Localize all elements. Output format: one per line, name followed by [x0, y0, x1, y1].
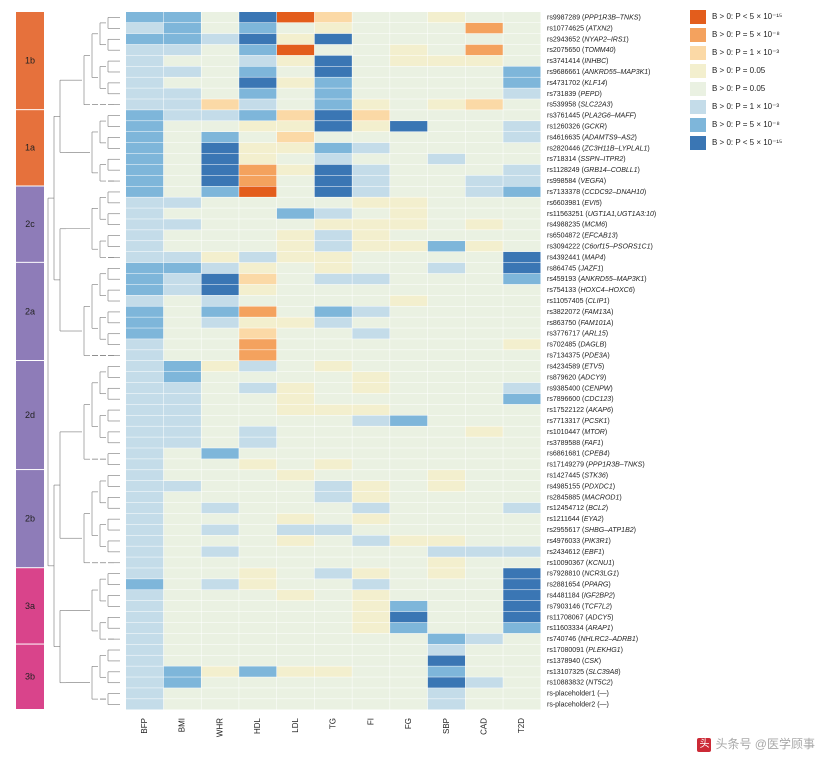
svg-text:1b: 1b: [25, 55, 35, 65]
svg-text:2c: 2c: [25, 219, 35, 229]
svg-text:rs4731702 (KLF14): rs4731702 (KLF14): [547, 80, 607, 87]
svg-text:rs9686661 (ANKRD55–MAP3K1): rs9686661 (ANKRD55–MAP3K1): [547, 69, 651, 76]
svg-text:SBP: SBP: [442, 718, 451, 734]
svg-text:rs3741414 (INHBC): rs3741414 (INHBC): [547, 58, 608, 65]
svg-text:rs17080091 (PLEKHG1): rs17080091 (PLEKHG1): [547, 647, 623, 654]
svg-text:B > 0: P < 5 × 10⁻¹⁵: B > 0: P < 5 × 10⁻¹⁵: [712, 12, 782, 21]
svg-text:rs7134375 (PDE3A): rs7134375 (PDE3A): [547, 352, 610, 359]
svg-text:rs1010447 (MTOR): rs1010447 (MTOR): [547, 429, 607, 436]
svg-text:TG: TG: [329, 718, 338, 729]
svg-text:B > 0: P = 5 × 10⁻⁸: B > 0: P = 5 × 10⁻⁸: [712, 30, 780, 39]
svg-text:rs4976033 (PIK3R1): rs4976033 (PIK3R1): [547, 538, 611, 545]
svg-text:LDL: LDL: [291, 717, 300, 732]
svg-text:2a: 2a: [25, 306, 35, 316]
svg-text:rs731839 (PEPD): rs731839 (PEPD): [547, 91, 602, 98]
svg-text:rs17149279 (PPP1R3B–TNKS): rs17149279 (PPP1R3B–TNKS): [547, 461, 645, 468]
svg-text:rs13107325 (SLC39A8): rs13107325 (SLC39A8): [547, 669, 621, 676]
svg-text:B > 0: P = 0.05: B > 0: P = 0.05: [712, 66, 766, 75]
svg-text:rs9385400 (CENPW): rs9385400 (CENPW): [547, 385, 613, 392]
svg-text:rs-placeholder2 (—): rs-placeholder2 (—): [547, 701, 609, 708]
svg-text:rs4616635 (ADAMTS9–AS2): rs4616635 (ADAMTS9–AS2): [547, 134, 637, 141]
svg-text:rs1211644 (EYA2): rs1211644 (EYA2): [547, 516, 604, 523]
svg-text:rs2881654 (PPARG): rs2881654 (PPARG): [547, 581, 611, 588]
svg-text:rs1260326 (GCKR): rs1260326 (GCKR): [547, 123, 607, 130]
svg-text:rs3822072 (FAM13A): rs3822072 (FAM13A): [547, 309, 613, 316]
svg-text:rs4985155 (PDXDC1): rs4985155 (PDXDC1): [547, 483, 615, 490]
svg-text:3b: 3b: [25, 672, 35, 682]
svg-text:rs7928810 (NCR3LG1): rs7928810 (NCR3LG1): [547, 571, 619, 578]
svg-text:rs2943652 (NYAP2–IRS1): rs2943652 (NYAP2–IRS1): [547, 36, 629, 43]
svg-text:rs11708067 (ADCY5): rs11708067 (ADCY5): [547, 614, 613, 621]
svg-text:rs11057405 (CLIP1): rs11057405 (CLIP1): [547, 298, 610, 305]
svg-text:2b: 2b: [25, 514, 35, 524]
svg-text:rs4234589 (ETV5): rs4234589 (ETV5): [547, 363, 604, 370]
svg-text:rs3761445 (PLA2G6–MAFF): rs3761445 (PLA2G6–MAFF): [547, 112, 636, 119]
svg-text:CAD: CAD: [480, 718, 489, 735]
svg-text:rs998584 (VEGFA): rs998584 (VEGFA): [547, 178, 606, 185]
svg-text:WHR: WHR: [215, 718, 224, 737]
svg-text:2d: 2d: [25, 410, 35, 420]
svg-text:rs863750 (FAM101A): rs863750 (FAM101A): [547, 320, 613, 327]
svg-text:rs1128249 (GRB14–COBLL1): rs1128249 (GRB14–COBLL1): [547, 167, 640, 174]
svg-text:rs3094222 (C6orf15–PSORS1C1): rs3094222 (C6orf15–PSORS1C1): [547, 243, 653, 250]
svg-text:rs879620 (ADCY9): rs879620 (ADCY9): [547, 374, 606, 381]
svg-text:rs11603334 (ARAP1): rs11603334 (ARAP1): [547, 625, 613, 632]
svg-text:rs17522122 (AKAP6): rs17522122 (AKAP6): [547, 407, 613, 414]
svg-text:rs10090367 (KCNU1): rs10090367 (KCNU1): [547, 560, 614, 567]
svg-text:rs2075650 (TOMM40): rs2075650 (TOMM40): [547, 47, 616, 54]
svg-text:B > 0: P = 0.05: B > 0: P = 0.05: [712, 84, 766, 93]
svg-text:B > 0: P < 5 × 10⁻¹⁵: B > 0: P < 5 × 10⁻¹⁵: [712, 138, 782, 147]
svg-text:rs10774625 (ATXN2): rs10774625 (ATXN2): [547, 25, 613, 32]
svg-text:rs3789588 (FAF1): rs3789588 (FAF1): [547, 440, 603, 447]
svg-text:rs1378940 (CSK): rs1378940 (CSK): [547, 658, 601, 665]
svg-text:rs7133378 (CCDC92–DNAH10): rs7133378 (CCDC92–DNAH10): [547, 189, 646, 196]
svg-text:rs2434612 (EBF1): rs2434612 (EBF1): [547, 549, 604, 556]
svg-text:rs1427445 (STK36): rs1427445 (STK36): [547, 472, 608, 479]
svg-text:rs-placeholder1 (—): rs-placeholder1 (—): [547, 690, 609, 697]
svg-text:rs459193 (ANKRD55–MAP3K1): rs459193 (ANKRD55–MAP3K1): [547, 276, 647, 283]
svg-text:rs10883832 (NT5C2): rs10883832 (NT5C2): [547, 680, 613, 687]
svg-text:rs2955617 (SHBG–ATP1B2): rs2955617 (SHBG–ATP1B2): [547, 527, 636, 534]
svg-text:rs2845885 (MACROD1): rs2845885 (MACROD1): [547, 494, 622, 501]
svg-text:HDL: HDL: [253, 717, 262, 734]
svg-text:rs864745 (JAZF1): rs864745 (JAZF1): [547, 265, 603, 272]
heatmap-figure: 1b 1a 2c 2a 2d 2b 3a 3b rs9987289 (PPP1R3B–TNKS)…: [0, 0, 827, 760]
svg-text:B > 0: P = 5 × 10⁻⁸: B > 0: P = 5 × 10⁻⁸: [712, 120, 780, 129]
svg-text:B > 0: P = 1 × 10⁻³: B > 0: P = 1 × 10⁻³: [712, 102, 779, 111]
svg-text:1a: 1a: [25, 143, 35, 153]
svg-text:rs4481184 (IGF2BP2): rs4481184 (IGF2BP2): [547, 592, 615, 599]
svg-text:T2D: T2D: [517, 718, 526, 733]
svg-text:FG: FG: [404, 718, 413, 729]
svg-text:rs539958 (SLC22A3): rs539958 (SLC22A3): [547, 102, 613, 109]
svg-text:rs754133 (HOXC4–HOXC6): rs754133 (HOXC4–HOXC6): [547, 287, 635, 294]
svg-text:rs718314 (SSPN–ITPR2): rs718314 (SSPN–ITPR2): [547, 156, 626, 163]
svg-text:rs4988235 (MCM6): rs4988235 (MCM6): [547, 222, 607, 229]
svg-text:rs9987289 (PPP1R3B–TNKS): rs9987289 (PPP1R3B–TNKS): [547, 14, 641, 21]
svg-text:rs11563251 (UGT1A1,UGT1A3:10): rs11563251 (UGT1A1,UGT1A3:10): [547, 211, 656, 218]
svg-text:rs7896600 (CDC123): rs7896600 (CDC123): [547, 396, 614, 403]
svg-text:rs6861681 (CPEB4): rs6861681 (CPEB4): [547, 451, 610, 458]
svg-text:rs6504872 (EFCAB13): rs6504872 (EFCAB13): [547, 232, 618, 239]
svg-text:BMI: BMI: [178, 718, 187, 732]
svg-text:rs2820446 (ZC3H11B–LYPLAL1): rs2820446 (ZC3H11B–LYPLAL1): [547, 145, 650, 152]
svg-text:rs3776717 (ARL15): rs3776717 (ARL15): [547, 331, 608, 338]
svg-text:FI: FI: [366, 718, 375, 725]
svg-text:BFP: BFP: [140, 718, 149, 734]
svg-text:B > 0: P = 1 × 10⁻³: B > 0: P = 1 × 10⁻³: [712, 48, 779, 57]
svg-text:3a: 3a: [25, 601, 35, 611]
svg-text:rs702485 (DAGLB): rs702485 (DAGLB): [547, 341, 607, 348]
svg-text:rs7903146 (TCF7L2): rs7903146 (TCF7L2): [547, 603, 612, 610]
svg-text:rs740746 (NHLRC2–ADRB1): rs740746 (NHLRC2–ADRB1): [547, 636, 638, 643]
svg-text:rs4392441 (MAP4): rs4392441 (MAP4): [547, 254, 606, 261]
svg-text:rs7713317 (PCSK1): rs7713317 (PCSK1): [547, 418, 610, 425]
svg-text:rs6603981 (EVI5): rs6603981 (EVI5): [547, 200, 602, 207]
svg-text:rs12454712 (BCL2): rs12454712 (BCL2): [547, 505, 608, 512]
